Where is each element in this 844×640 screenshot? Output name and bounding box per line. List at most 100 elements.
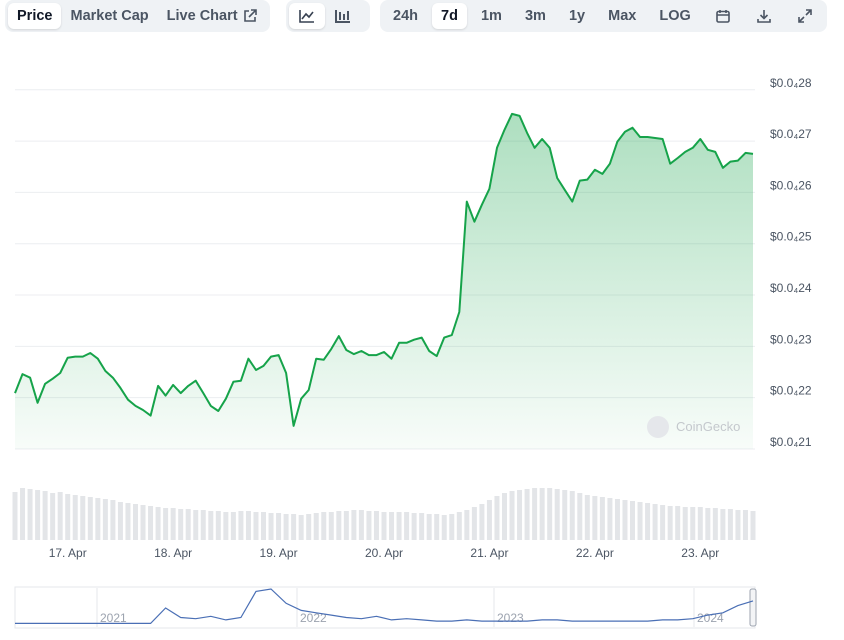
external-link-icon (243, 9, 257, 22)
volume-bar (569, 491, 575, 540)
volume-bar (750, 511, 756, 540)
price-area (15, 113, 753, 450)
volume-bar (690, 507, 696, 540)
download-icon (757, 10, 771, 23)
volume-bar (464, 510, 470, 540)
volume-bar (230, 512, 236, 540)
volume-bar (486, 500, 492, 540)
volume-bar (441, 515, 447, 540)
volume-bar (87, 497, 93, 540)
volume-bar (735, 510, 741, 540)
download-button[interactable] (746, 3, 782, 29)
volume-bar (652, 504, 658, 540)
volume-bar (245, 511, 251, 540)
volume-bar (343, 511, 349, 540)
volume-bar (373, 511, 379, 540)
volume-bar (298, 515, 304, 540)
tab-button[interactable]: Price (8, 3, 62, 29)
range-button[interactable]: 3m (524, 8, 546, 24)
navigator-line (15, 588, 754, 624)
y-tick-label: $0.0₄26 (770, 178, 812, 192)
volume-bar (396, 512, 402, 540)
y-tick-label: $0.0₄24 (770, 281, 812, 295)
calendar-icon (716, 10, 730, 23)
navigator-year-label: 2021 (100, 611, 127, 625)
volume-bar (501, 493, 507, 540)
volume-bar (306, 514, 312, 540)
volume-bar (712, 508, 718, 540)
volume-bar (554, 489, 560, 540)
volume-bar (328, 512, 334, 540)
range-button[interactable]: 24h (393, 8, 418, 24)
volume-bar (35, 490, 41, 540)
volume-bar (148, 506, 154, 540)
volume-bar (479, 504, 485, 540)
range-toggle: 24h 7d 1m 3m 1y Max LOG (380, 0, 827, 32)
volume-bar (667, 506, 673, 540)
volume-bar (72, 495, 78, 540)
watermark-text: CoinGecko (676, 419, 740, 434)
expand-icon (798, 9, 812, 23)
tab-button[interactable]: Live Chart (158, 3, 266, 29)
volume-bar (276, 513, 282, 540)
watermark: CoinGecko (647, 416, 740, 438)
volume-bar (509, 491, 515, 540)
volume-bar (697, 507, 703, 540)
chart: $0.0₄21 $0.0₄22 $0.0₄23 $0.0₄24 $0.0₄25 $0.0₄… (12, 76, 812, 629)
volume-bar (562, 490, 568, 540)
navigator-year-label: 2023 (497, 611, 524, 625)
volume-bar (102, 499, 108, 540)
volume-bar (117, 502, 123, 540)
x-tick-label: 21. Apr (470, 546, 508, 560)
chart-type-toggle (286, 0, 370, 32)
volume-bar (238, 511, 244, 540)
volume-bar (268, 513, 274, 540)
range-button[interactable]: 1y (568, 8, 586, 24)
volume-bar (426, 514, 432, 540)
range-button[interactable]: LOG (659, 8, 691, 24)
x-tick-label: 22. Apr (576, 546, 614, 560)
volume-bar (577, 493, 583, 540)
volume-bar (614, 499, 620, 540)
volume-bar (456, 512, 462, 540)
volume-bar (637, 502, 643, 540)
volume-bar (163, 508, 169, 540)
volume-bar (419, 513, 425, 540)
range-button[interactable]: 7d (432, 3, 467, 29)
volume-bar (517, 490, 523, 540)
fullscreen-button[interactable] (787, 3, 823, 29)
tab-button[interactable]: Market Cap (70, 8, 149, 24)
x-tick-label: 17. Apr (49, 546, 87, 560)
navigator-handle[interactable] (749, 588, 757, 627)
x-tick-label: 19. Apr (260, 546, 298, 560)
volume-bar (291, 514, 297, 540)
x-tick-label: 20. Apr (365, 546, 403, 560)
volume-bar (185, 509, 191, 540)
volume-bar (630, 501, 636, 540)
volume-bar (110, 500, 116, 540)
volume-bar (622, 500, 628, 540)
volume-bar (592, 496, 598, 540)
volume-bar (727, 509, 733, 540)
volume-bar (607, 498, 613, 540)
range-button[interactable]: 1m (480, 8, 502, 24)
y-tick-label: $0.0₄23 (770, 332, 812, 346)
volume-bar (720, 509, 726, 540)
volume-bar (193, 510, 199, 540)
volume-bar (539, 488, 545, 540)
volume-bar (95, 498, 101, 540)
navigator-year-label: 2024 (697, 611, 724, 625)
y-tick-label: $0.0₄21 (770, 435, 812, 449)
tab-label: Live Chart (166, 8, 238, 24)
line-chart-button[interactable] (289, 3, 325, 29)
candle-chart-button[interactable] (325, 3, 361, 29)
volume-bar (283, 514, 289, 540)
volume-bar (65, 494, 71, 540)
volume-bar (381, 512, 387, 540)
view-tabs: Price Market Cap Live Chart (5, 0, 270, 32)
volume-bar (494, 496, 500, 540)
calendar-button[interactable] (705, 3, 741, 29)
range-button[interactable]: Max (608, 8, 637, 24)
volume-bar (336, 511, 342, 540)
